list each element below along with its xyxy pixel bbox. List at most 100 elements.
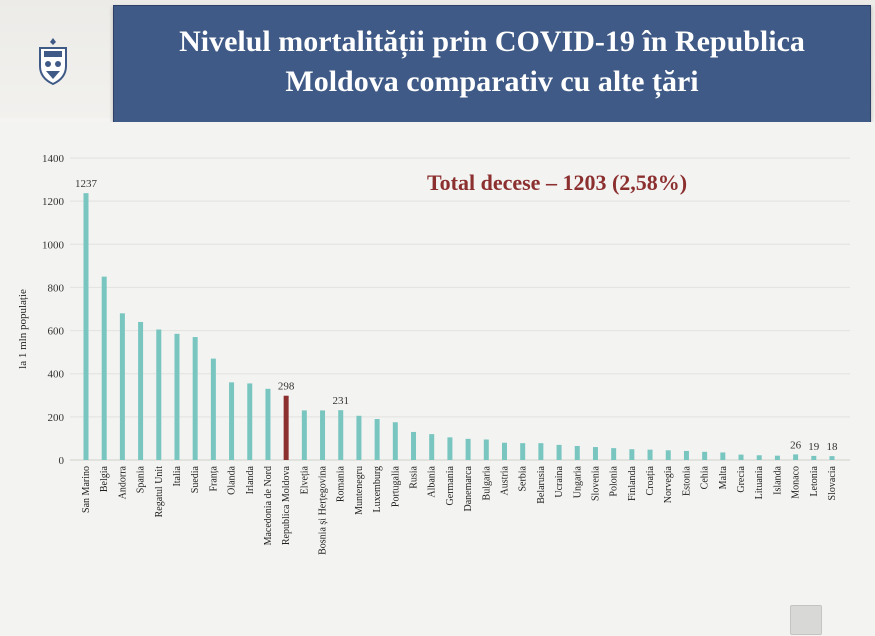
y-tick-label: 1200 bbox=[42, 196, 65, 208]
y-tick-label: 200 bbox=[48, 412, 65, 424]
x-tick-label: Norvegia bbox=[663, 465, 674, 503]
y-tick-label: 1000 bbox=[42, 239, 65, 251]
x-tick-label: Irlanda bbox=[245, 465, 256, 494]
bar bbox=[174, 333, 180, 460]
x-tick-label: Luxemburg bbox=[372, 466, 383, 512]
x-tick-label: Finlanda bbox=[627, 465, 638, 501]
page-title: Nivelul mortalității prin COVID-19 în Re… bbox=[114, 22, 870, 102]
bar bbox=[738, 454, 744, 460]
bar bbox=[683, 450, 689, 460]
y-tick-label: 0 bbox=[59, 455, 65, 467]
y-tick-label: 1400 bbox=[42, 153, 65, 165]
bar bbox=[119, 313, 125, 460]
x-tick-label: Serbia bbox=[518, 465, 529, 491]
data-label: 26 bbox=[790, 439, 802, 451]
x-tick-label: Malta bbox=[718, 465, 729, 489]
bar bbox=[665, 450, 671, 460]
x-tick-label: Estonia bbox=[681, 465, 692, 496]
bar bbox=[629, 449, 635, 460]
bar bbox=[538, 443, 544, 460]
title-line-2: Moldova comparativ cu alte țări bbox=[285, 65, 699, 98]
bar bbox=[520, 443, 526, 460]
data-label: 18 bbox=[827, 441, 839, 453]
bar bbox=[411, 431, 417, 460]
x-tick-label: Polonia bbox=[609, 465, 620, 496]
x-tick-label: Muntenegru bbox=[354, 466, 365, 515]
bar bbox=[592, 447, 598, 460]
title-box: Nivelul mortalității prin COVID-19 în Re… bbox=[113, 5, 871, 123]
bar bbox=[647, 449, 653, 460]
title-line-1: Nivelul mortalității prin COVID-19 în Re… bbox=[179, 25, 805, 58]
bar bbox=[574, 445, 580, 460]
chart-panel: 0 200 400 600 800 1000 1200 1400 la 1 mln popula… bbox=[0, 122, 875, 636]
bar bbox=[756, 455, 762, 460]
bar bbox=[320, 410, 326, 460]
bar bbox=[556, 444, 562, 460]
bar-chart: 0 200 400 600 800 1000 1200 1400 la 1 mln popula… bbox=[17, 153, 850, 555]
bar bbox=[774, 455, 780, 460]
bar bbox=[192, 337, 198, 460]
x-tick-label: Ucraina bbox=[554, 465, 565, 497]
x-tick-label: Andorra bbox=[117, 465, 128, 499]
x-tick-label: Bosnia și Herțegovina bbox=[318, 465, 329, 554]
x-tick-label: Spania bbox=[136, 465, 147, 493]
x-tick-label: Grecia bbox=[736, 465, 747, 492]
y-tick-label: 600 bbox=[48, 326, 65, 338]
bar bbox=[265, 388, 271, 460]
bar bbox=[483, 439, 489, 460]
bar bbox=[338, 410, 344, 460]
x-tick-label: Republica Moldova bbox=[281, 465, 292, 545]
bar bbox=[301, 410, 307, 460]
x-tick-label: Romania bbox=[336, 465, 347, 502]
total-deaths-label: Total decese – 1203 (2,58%) bbox=[427, 170, 688, 195]
y-axis-title: la 1 mln populație bbox=[17, 289, 29, 369]
x-tick-label: Slovacia bbox=[827, 465, 838, 500]
x-tick-label: Monaco bbox=[791, 466, 802, 499]
bar bbox=[465, 438, 471, 460]
bar bbox=[83, 193, 89, 460]
bar bbox=[229, 382, 235, 460]
y-tick-label: 400 bbox=[48, 369, 65, 381]
slide-nav-button[interactable] bbox=[790, 605, 822, 635]
bar bbox=[611, 448, 617, 460]
bar bbox=[101, 276, 107, 460]
x-tick-label: Belgia bbox=[99, 465, 110, 492]
data-label: 298 bbox=[278, 381, 295, 393]
x-tick-label: Elveția bbox=[299, 465, 310, 494]
x-tick-label: Croația bbox=[645, 465, 656, 495]
bar bbox=[156, 329, 162, 460]
x-tick-label: Islanda bbox=[772, 465, 783, 494]
bar bbox=[138, 321, 144, 460]
x-tick-label: Slovenia bbox=[590, 465, 601, 501]
data-label: 231 bbox=[332, 395, 349, 407]
data-label: 19 bbox=[808, 441, 820, 453]
x-tick-label: Germania bbox=[445, 465, 456, 505]
x-tick-label: Bulgaria bbox=[481, 465, 492, 500]
x-tick-label: Rusia bbox=[409, 465, 420, 488]
x-tick-label: Italia bbox=[172, 465, 183, 486]
y-tick-label: 800 bbox=[48, 282, 65, 294]
bar bbox=[429, 434, 435, 460]
data-label: 1237 bbox=[75, 178, 98, 190]
coat-of-arms-icon bbox=[39, 38, 67, 86]
x-tick-label: Ungaria bbox=[572, 465, 583, 498]
x-tick-label: Austria bbox=[499, 465, 510, 495]
bar bbox=[210, 358, 216, 460]
bar bbox=[447, 437, 453, 460]
x-tick-label: Cehia bbox=[700, 465, 711, 489]
bar bbox=[501, 442, 507, 460]
x-tick-label: Letonia bbox=[809, 465, 820, 496]
x-tick-label: Macedonia de Nord bbox=[263, 466, 274, 545]
x-tick-label: Olanda bbox=[227, 465, 238, 494]
x-tick-label: Portugalia bbox=[390, 465, 401, 507]
x-tick-label: Danemarca bbox=[463, 465, 474, 511]
bar bbox=[829, 456, 835, 460]
x-tick-label: Lituania bbox=[754, 465, 765, 499]
bar bbox=[392, 422, 398, 460]
x-tick-label: Franța bbox=[208, 465, 219, 491]
x-tick-label: San Marino bbox=[81, 466, 92, 513]
bar bbox=[702, 451, 708, 460]
bar bbox=[793, 454, 799, 460]
x-tick-label: Belarusia bbox=[536, 465, 547, 503]
x-tick-label: Albania bbox=[427, 465, 438, 497]
